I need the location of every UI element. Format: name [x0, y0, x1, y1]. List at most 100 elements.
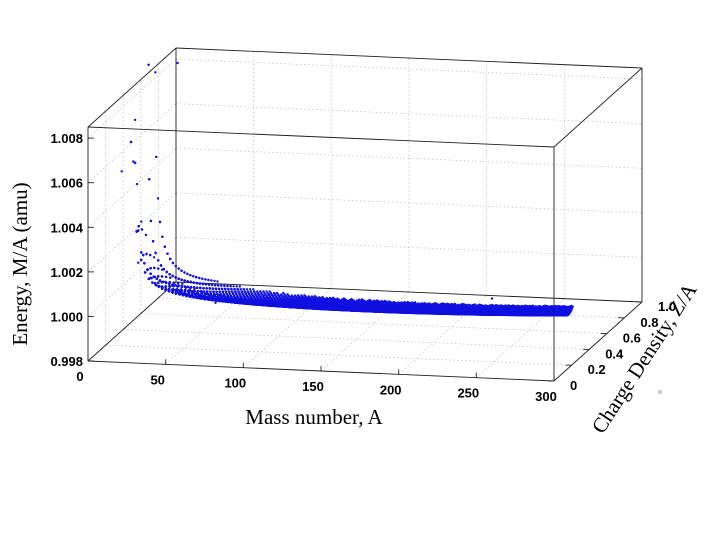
data-point [176, 282, 180, 285]
data-point [201, 290, 204, 293]
data-point [236, 288, 239, 291]
data-point [144, 233, 148, 237]
data-point [222, 294, 226, 297]
box-edge [87, 281, 177, 362]
data-point [160, 275, 164, 278]
grid-line [175, 103, 643, 125]
data-point [132, 160, 135, 163]
data-point [158, 220, 162, 224]
grid-line [123, 329, 590, 350]
data-point [155, 155, 158, 159]
data-points [120, 61, 574, 317]
data-point [189, 286, 192, 290]
data-point [149, 219, 153, 223]
data-point [172, 281, 176, 284]
data-point [179, 288, 183, 291]
data-point [186, 280, 189, 283]
data-point [239, 288, 242, 291]
data-point [174, 264, 177, 268]
data-point [193, 287, 196, 290]
data-point [140, 228, 144, 231]
data-point [220, 284, 223, 287]
data-point [248, 288, 252, 291]
data-point [157, 285, 160, 288]
data-point [171, 261, 175, 265]
box-edge [553, 67, 643, 148]
data-point [205, 291, 209, 294]
data-point [228, 290, 231, 293]
data-point [153, 266, 156, 270]
data-point [198, 282, 201, 285]
grid-line [140, 313, 607, 334]
data-point [234, 290, 237, 293]
data-point [210, 283, 214, 287]
data-point [232, 285, 235, 288]
data-point [204, 283, 208, 286]
grid-line [87, 148, 177, 228]
data-point [189, 274, 192, 277]
axes-box [87, 47, 643, 382]
data-point [152, 256, 156, 259]
data-point [166, 252, 169, 255]
data-point [169, 276, 172, 279]
data-point [180, 269, 183, 272]
data-point [218, 294, 221, 297]
data-point [216, 280, 219, 283]
data-point [187, 291, 191, 294]
data-point [158, 279, 162, 282]
data-point [230, 296, 233, 299]
data-point [215, 290, 218, 293]
data-point [164, 288, 167, 291]
data-point [160, 285, 164, 288]
data-point [168, 281, 171, 284]
grid-line [175, 147, 643, 169]
data-point [199, 286, 202, 290]
data-point [183, 279, 186, 282]
data-point [192, 281, 195, 284]
data-point [208, 287, 211, 290]
data-point [169, 257, 172, 261]
data-point [140, 251, 143, 254]
grid-line [105, 344, 572, 366]
data-point [197, 290, 200, 293]
data-point [149, 272, 152, 275]
data-point [229, 284, 232, 288]
data-point [235, 285, 238, 288]
data-point [195, 276, 198, 279]
data-point [211, 287, 214, 290]
data-point [201, 277, 204, 280]
data-point [168, 273, 171, 276]
data-point [157, 281, 160, 284]
data-point [146, 268, 149, 272]
data-point [149, 267, 152, 270]
data-point [160, 281, 164, 284]
data-point [151, 281, 154, 284]
data-point [183, 290, 186, 294]
data-point [168, 288, 171, 291]
grid-line [175, 237, 643, 258]
data-point [233, 288, 236, 291]
data-point [226, 284, 229, 288]
data-point [224, 290, 228, 293]
data-point [213, 279, 216, 283]
data-point [205, 287, 208, 290]
data-point [175, 288, 179, 291]
data-point [230, 287, 233, 291]
data-point [212, 290, 215, 293]
data-point [186, 285, 190, 289]
data-point [167, 290, 171, 293]
data-point [164, 285, 167, 288]
data-point [245, 288, 249, 291]
data-point [239, 297, 242, 300]
data-point [135, 182, 139, 186]
data-point [168, 285, 171, 288]
grid-line [175, 192, 643, 214]
data-point [210, 279, 213, 282]
data-point [155, 277, 159, 280]
data-point [235, 296, 238, 300]
data-point [221, 290, 225, 293]
data-point [181, 282, 184, 286]
data-point [175, 290, 178, 293]
data-point [224, 287, 227, 291]
